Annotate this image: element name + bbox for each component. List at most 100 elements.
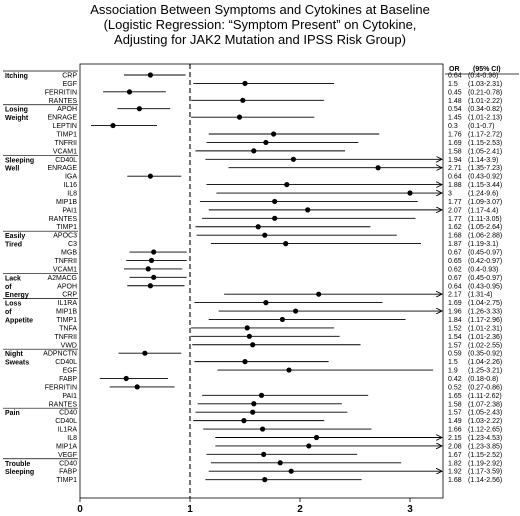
point-estimate: [147, 173, 153, 179]
group-label: of: [5, 284, 12, 291]
or-value: 2.08: [448, 443, 462, 450]
ci-value: (1.05-2.64): [468, 224, 502, 231]
cytokine-label: IL8: [67, 191, 77, 198]
point-estimate: [147, 283, 153, 289]
group-label: of: [5, 309, 12, 316]
ci-value: (1.15-2.52): [468, 452, 502, 459]
chart-title-line: (Logistic Regression: “Symptom Present” …: [103, 17, 417, 32]
cytokine-label: VCAM1: [53, 266, 77, 273]
cytokine-label: TIMP1: [56, 224, 77, 231]
or-value: 1.94: [448, 157, 462, 164]
cytokine-label: CRP: [62, 73, 77, 80]
or-value: 1.57: [448, 342, 462, 349]
point-estimate: [250, 409, 256, 415]
cytokine-label: TNFRII: [54, 258, 77, 265]
or-value: 1.92: [448, 469, 462, 476]
ci-value: (1.04-2.75): [468, 300, 502, 307]
or-value: 1.67: [448, 452, 462, 459]
chart-title-line: Association Between Symptoms and Cytokin…: [90, 2, 430, 17]
ci-value: (1.04-2.26): [468, 359, 502, 366]
point-estimate: [288, 468, 294, 474]
cytokine-label: TNFRII: [54, 140, 77, 147]
point-estimate: [148, 257, 155, 264]
cytokine-label: IL16: [63, 182, 77, 189]
or-value: 1.88: [448, 182, 462, 189]
point-estimate: [279, 316, 285, 323]
cytokine-label: ENRAGE: [47, 165, 77, 172]
chart-title-line: Adjusting for JAK2 Mutation and IPSS Ris…: [114, 32, 406, 47]
point-estimate: [151, 249, 157, 255]
point-estimate: [272, 215, 278, 221]
or-value: 1.68: [448, 233, 462, 240]
cytokine-label: TIMP1: [56, 132, 77, 139]
ci-value: (0.42-0.97): [468, 258, 502, 265]
point-estimate: [145, 266, 151, 272]
cytokine-label: CD40L: [55, 157, 77, 164]
or-value: 0.62: [448, 266, 462, 273]
or-value: 1.96: [448, 309, 462, 316]
ci-value: (1.03-2.31): [468, 81, 502, 88]
cytokine-label: VEGF: [58, 452, 77, 459]
or-value: 1.9: [448, 368, 458, 375]
x-tick-label: 2: [297, 504, 303, 515]
point-estimate: [251, 148, 257, 154]
point-estimate: [260, 426, 266, 432]
group-label: Weight: [5, 115, 29, 122]
or-value: 1.52: [448, 325, 462, 332]
cytokine-label: CD40: [59, 460, 77, 467]
or-value: 1.68: [448, 477, 462, 484]
ci-value: (1.06-2.88): [468, 233, 502, 240]
or-value: 1.82: [448, 460, 462, 467]
ci-value: (1.17-2.96): [468, 317, 502, 324]
cytokine-label: MIP1A: [56, 443, 77, 450]
group-label: Losing: [5, 107, 28, 114]
cytokine-label: FABP: [59, 469, 77, 476]
cytokine-label: IGA: [65, 174, 77, 181]
ci-value: (1.12-2.65): [468, 427, 502, 434]
point-estimate: [305, 207, 311, 213]
cytokine-label: IL1RA: [58, 300, 78, 307]
or-value: 0.42: [448, 376, 462, 383]
or-value: 1.5: [448, 359, 458, 366]
point-estimate: [284, 181, 290, 188]
group-label: Lack: [5, 275, 21, 282]
group-label: Sweats: [5, 360, 29, 367]
or-value: 2.71: [448, 165, 462, 172]
point-estimate: [272, 198, 278, 205]
cytokine-label: APOC3: [53, 233, 77, 240]
ci-value: (1.15-3.44): [468, 182, 502, 189]
group-label: Itching: [5, 73, 28, 80]
ci-value: (1.14-2.56): [468, 477, 502, 484]
group-label: Well: [5, 166, 19, 173]
ci-value: (1.02-2.55): [468, 342, 502, 349]
ci-value: (1.23-3.85): [468, 443, 502, 450]
or-value: 1.58: [448, 148, 462, 155]
cytokine-label: TIMP1: [56, 477, 77, 484]
point-estimate: [246, 333, 252, 339]
ci-value: (1.17-3.59): [468, 469, 502, 476]
x-tick-label: 1: [187, 504, 193, 515]
point-estimate: [316, 291, 322, 297]
point-estimate: [123, 375, 129, 382]
cytokine-label: MGB: [61, 250, 77, 257]
ci-value: (0.43-0.95): [468, 283, 502, 290]
or-value: 1.87: [448, 241, 462, 248]
group-label: Sleeping: [5, 157, 34, 164]
or-value: 0.54: [448, 106, 462, 113]
point-estimate: [241, 418, 247, 424]
cytokine-label: RANTES: [49, 216, 78, 223]
or-value: 0.3: [448, 123, 458, 130]
or-value: 1.58: [448, 401, 462, 408]
point-estimate: [375, 165, 381, 171]
ci-value: (0.45-0.97): [468, 275, 502, 282]
group-label: Loss: [5, 301, 21, 308]
or-value: 2.17: [448, 292, 462, 299]
or-value: 1.77: [448, 216, 462, 223]
point-estimate: [126, 89, 133, 95]
point-estimate: [261, 451, 267, 457]
ci-value: (0.43-0.92): [468, 174, 502, 181]
group-label: Energy: [5, 292, 29, 299]
group-label: Night: [5, 351, 24, 358]
or-value: 1.49: [448, 418, 462, 425]
point-estimate: [263, 300, 269, 306]
